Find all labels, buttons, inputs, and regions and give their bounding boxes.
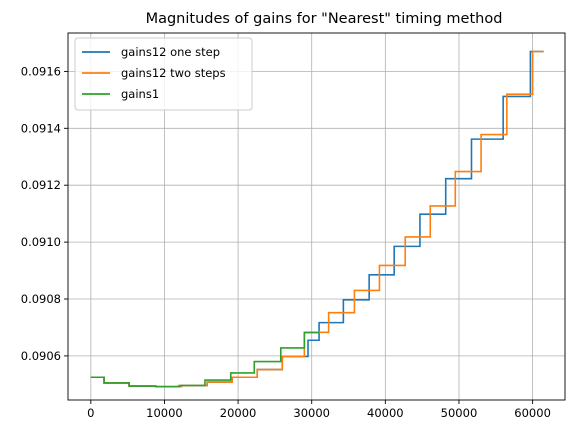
y-tick-label-4: 0.0914 (21, 121, 61, 135)
chart-title: Magnitudes of gains for "Nearest" timing… (146, 11, 503, 27)
y-tick-label-1: 0.0908 (21, 292, 61, 306)
x-tick-label-2: 20000 (220, 406, 257, 420)
x-tick-label-6: 60000 (514, 406, 551, 420)
y-axis: 0.0906 0.0908 0.0910 0.0912 0.0914 0.0916 (21, 64, 68, 362)
x-tick-label-4: 40000 (367, 406, 404, 420)
x-tick-label-5: 50000 (441, 406, 478, 420)
y-tick-label-3: 0.0912 (21, 178, 61, 192)
x-tick-label-0: 0 (87, 406, 94, 420)
x-tick-label-1: 10000 (146, 406, 183, 420)
y-tick-label-5: 0.0916 (21, 64, 61, 78)
y-tick-label-2: 0.0910 (21, 235, 61, 249)
legend: gains12 one step gains12 two steps gains1 (75, 38, 252, 110)
legend-label-2: gains12 two steps (121, 66, 226, 80)
series-line-3 (91, 333, 319, 387)
legend-label-1: gains12 one step (121, 45, 220, 59)
x-tick-label-3: 30000 (293, 406, 330, 420)
legend-label-3: gains1 (121, 87, 159, 101)
y-tick-label-0: 0.0906 (21, 349, 61, 363)
x-axis: 0 10000 20000 30000 40000 50000 60000 (87, 400, 551, 420)
